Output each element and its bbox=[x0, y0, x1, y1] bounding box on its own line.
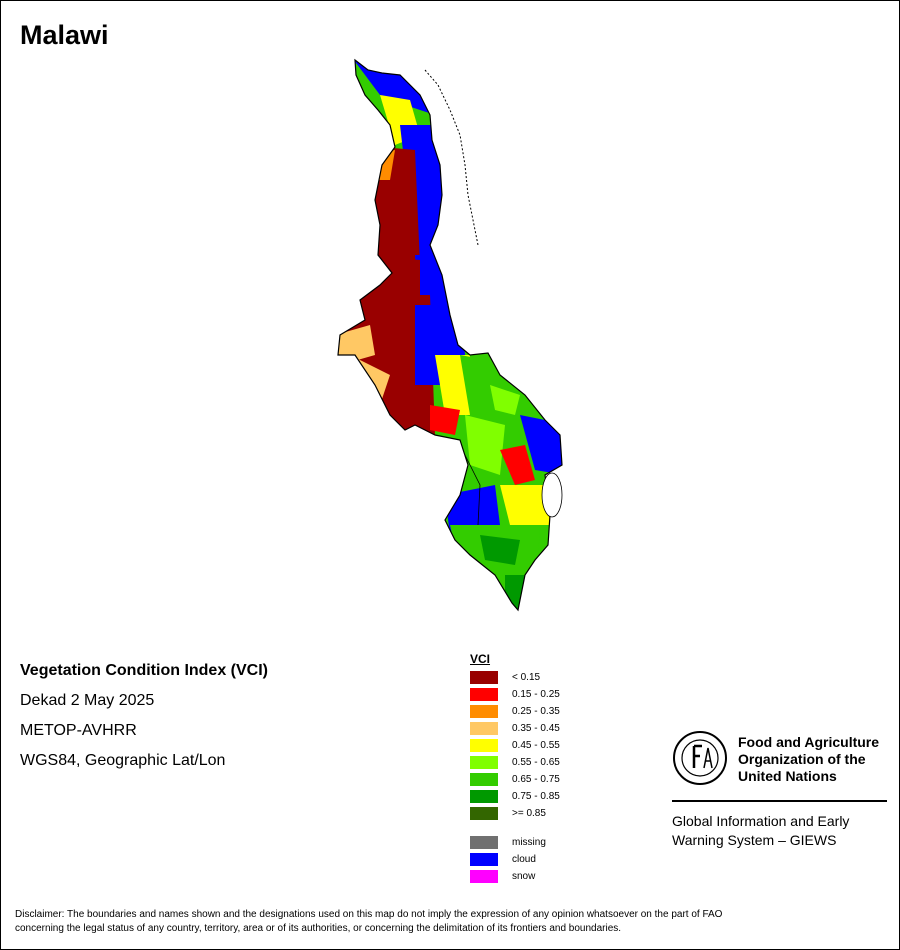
sensor-name: METOP-AVHRR bbox=[20, 722, 137, 739]
legend-label: 0.25 - 0.35 bbox=[512, 706, 560, 717]
country-border bbox=[337, 58, 563, 612]
legend-swatch bbox=[470, 722, 498, 735]
legend-swatch bbox=[470, 853, 498, 866]
legend-class-row: 0.65 - 0.75 bbox=[470, 771, 560, 788]
fao-name: Food and Agriculture Organization of the… bbox=[738, 734, 880, 784]
legend-label: snow bbox=[512, 871, 536, 882]
legend-swatch bbox=[470, 870, 498, 883]
legend-label: 0.45 - 0.55 bbox=[512, 740, 560, 751]
legend-swatch bbox=[470, 790, 498, 803]
legend-label: 0.55 - 0.65 bbox=[512, 757, 560, 768]
legend-label: 0.65 - 0.75 bbox=[512, 774, 560, 785]
legend-label: missing bbox=[512, 837, 546, 848]
legend-label: 0.15 - 0.25 bbox=[512, 689, 560, 700]
projection: WGS84, Geographic Lat/Lon bbox=[20, 752, 226, 769]
legend-class-row: 0.55 - 0.65 bbox=[470, 754, 560, 771]
disclaimer: Disclaimer: The boundaries and names sho… bbox=[15, 909, 723, 934]
legend-swatch bbox=[470, 705, 498, 718]
legend-label: 0.75 - 0.85 bbox=[512, 791, 560, 802]
logo-divider bbox=[672, 800, 887, 802]
legend-class-row: 0.45 - 0.55 bbox=[470, 737, 560, 754]
lake-chilwa bbox=[541, 472, 563, 518]
legend-label: < 0.15 bbox=[512, 672, 541, 683]
legend-class-row: >= 0.85 bbox=[470, 805, 560, 822]
legend-class-row: 0.15 - 0.25 bbox=[470, 686, 560, 703]
map-title: Malawi bbox=[20, 20, 109, 50]
legend-extra: missing cloud snow bbox=[470, 834, 560, 885]
admin-boundary bbox=[464, 454, 481, 526]
legend-swatch bbox=[470, 773, 498, 786]
product-name: Vegetation Condition Index (VCI) bbox=[20, 662, 268, 679]
giews-name: Global Information and Early Warning Sys… bbox=[672, 813, 850, 848]
legend-swatch bbox=[470, 688, 498, 701]
legend-title: VCI bbox=[470, 652, 491, 666]
legend-swatch bbox=[470, 836, 498, 849]
vci-map bbox=[337, 58, 563, 612]
legend-extra-row: cloud bbox=[470, 851, 560, 868]
legend: VCI < 0.15 0.15 - 0.25 0.25 - 0.35 0.35 - 0… bbox=[470, 652, 560, 885]
legend-class-row: 0.75 - 0.85 bbox=[470, 788, 560, 805]
fao-emblem-icon bbox=[673, 731, 727, 785]
legend-label: >= 0.85 bbox=[512, 808, 546, 819]
legend-class-row: 0.25 - 0.35 bbox=[470, 703, 560, 720]
legend-class-row: < 0.15 bbox=[470, 669, 560, 686]
legend-class-row: 0.35 - 0.45 bbox=[470, 720, 560, 737]
legend-extra-row: missing bbox=[470, 834, 560, 851]
legend-classes: < 0.15 0.15 - 0.25 0.25 - 0.35 0.35 - 0.45 0… bbox=[470, 669, 560, 822]
legend-swatch bbox=[470, 739, 498, 752]
legend-extra-row: snow bbox=[470, 868, 560, 885]
legend-swatch bbox=[470, 671, 498, 684]
legend-label: cloud bbox=[512, 854, 536, 865]
map-info: Vegetation Condition Index (VCI) Dekad 2… bbox=[20, 656, 268, 776]
time-period: Dekad 2 May 2025 bbox=[20, 692, 155, 709]
legend-swatch bbox=[470, 807, 498, 820]
legend-label: 0.35 - 0.45 bbox=[512, 723, 560, 734]
legend-swatch bbox=[470, 756, 498, 769]
